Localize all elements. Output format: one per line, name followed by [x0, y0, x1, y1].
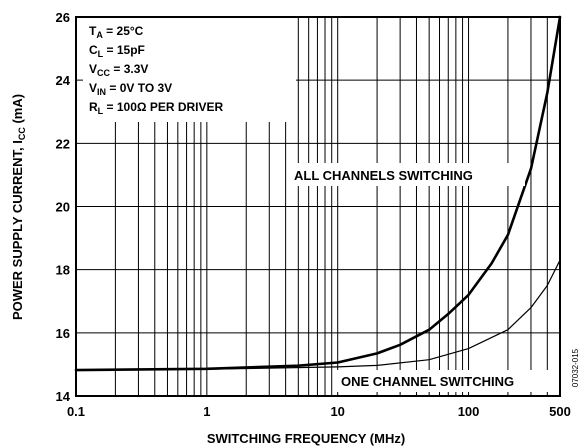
x-tick-label: 0.1 [67, 404, 85, 419]
condition-symbol: V [89, 81, 97, 95]
condition-value: = 15pF [103, 43, 145, 57]
x-axis-label: SWITCHING FREQUENCY (MHz) [207, 431, 405, 446]
y-tick-label: 26 [56, 10, 70, 25]
y-tick-labels: 14 16 18 20 22 24 26 [56, 10, 71, 404]
condition-line: CL = 15pF [89, 43, 145, 59]
y-tick-label: 20 [56, 200, 70, 215]
condition-subscript: IN [97, 87, 106, 97]
conditions-box-background [83, 14, 296, 122]
condition-symbol: R [89, 100, 98, 114]
series-label-background [291, 163, 525, 186]
condition-subscript: L [98, 49, 104, 59]
condition-line: VCC = 3.3V [89, 62, 148, 78]
condition-symbol: T [89, 24, 97, 38]
series-labels: ALL CHANNELS SWITCHING ONE CHANNEL SWITCH… [291, 163, 558, 392]
x-tick-label: 10 [330, 404, 344, 419]
condition-subscript: A [96, 30, 103, 40]
condition-value: = 0V TO 3V [106, 81, 172, 95]
y-tick-label: 18 [56, 263, 70, 278]
condition-line: RL = 100Ω PER DRIVER [89, 100, 224, 116]
condition-value: = 25°C [103, 24, 144, 38]
x-tick-label: 500 [549, 404, 571, 419]
series-label-1: ALL CHANNELS SWITCHING [294, 168, 473, 183]
plot-area-frame [75, 16, 561, 397]
condition-subscript: L [98, 106, 104, 116]
condition-value: = 100Ω PER DRIVER [103, 100, 223, 114]
series-line-2 [75, 259, 561, 371]
condition-line: TA = 25°C [89, 24, 144, 40]
x-tick-labels: 0.1 1 10 100 500 [67, 404, 571, 419]
condition-value: = 3.3V [110, 62, 148, 76]
y-tick-label: 16 [56, 326, 70, 341]
y-axis-label-main: POWER SUPPLY CURRENT, I [10, 140, 25, 320]
x-tick-label: 100 [458, 404, 480, 419]
y-tick-label: 22 [56, 136, 70, 151]
series-label-background [336, 370, 558, 392]
series-label-2: ONE CHANNEL SWITCHING [341, 374, 514, 389]
series-layer [74, 15, 562, 372]
figure-id-watermark: 07032-015 [571, 348, 580, 387]
y-axis-label-subscript: CC [17, 127, 27, 140]
condition-subscript: CC [97, 68, 110, 78]
series-line-1 [74, 15, 562, 372]
y-tick-label: 24 [56, 73, 71, 88]
y-axis-label-unit: (mA) [10, 94, 25, 127]
y-tick-label: 14 [56, 389, 71, 404]
y-axis-label: POWER SUPPLY CURRENT, ICC (mA) [10, 94, 27, 320]
condition-symbol: C [89, 43, 98, 57]
condition-line: VIN = 0V TO 3V [89, 81, 172, 97]
condition-symbol: V [89, 62, 97, 76]
x-tick-label: 1 [203, 404, 210, 419]
